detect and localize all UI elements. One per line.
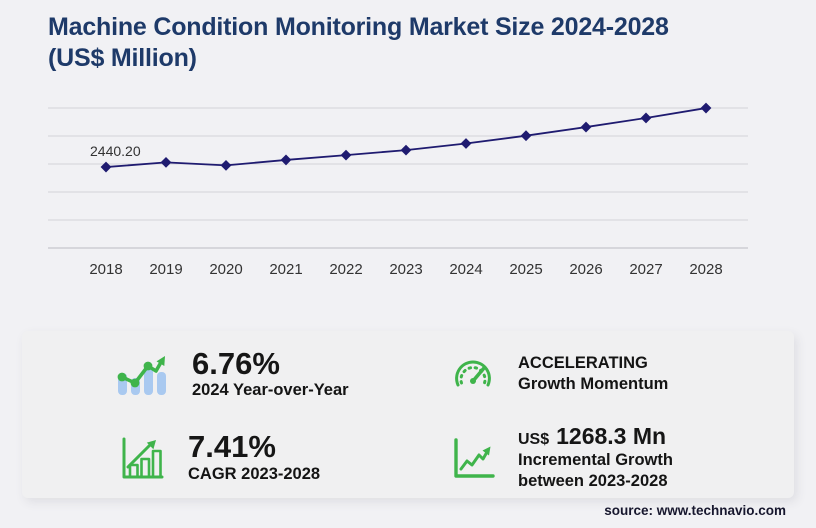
incremental-value-line: US$ 1268.3 Mn xyxy=(518,423,673,450)
data-point-marker xyxy=(400,144,412,156)
x-axis-label: 2018 xyxy=(89,261,122,278)
x-axis-label: 2020 xyxy=(209,261,242,278)
line-chart-svg: 2440.20 2018 2019 2020 2021 2022 2023 2024 2025 2… xyxy=(48,102,748,278)
stat-incremental-growth: US$ 1268.3 Mn Incremental Growth between… xyxy=(408,417,794,498)
currency-prefix: US$ xyxy=(518,430,550,448)
data-point-marker xyxy=(220,159,232,171)
stats-card: 6.76% 2024 Year-over-Year ACCELERATING G… xyxy=(22,331,794,498)
yoy-label: 2024 Year-over-Year xyxy=(192,381,349,400)
stat-growth-momentum: ACCELERATING Growth Momentum xyxy=(408,331,794,417)
data-point-marker xyxy=(160,157,172,168)
x-axis-label: 2026 xyxy=(569,261,602,278)
data-point-marker xyxy=(520,130,532,142)
x-axis-label: 2028 xyxy=(689,261,722,278)
x-axis-label: 2025 xyxy=(509,261,542,278)
first-point-value-label: 2440.20 xyxy=(90,143,141,159)
bar-chart-trend-icon xyxy=(117,356,166,395)
momentum-line1: ACCELERATING xyxy=(518,353,648,372)
x-axis-label: 2024 xyxy=(449,261,482,278)
stat-cagr: 7.41% CAGR 2023-2028 xyxy=(22,417,408,498)
x-axis-label: 2023 xyxy=(389,261,422,278)
trend-up-icon xyxy=(454,437,495,478)
x-axis-label: 2027 xyxy=(629,261,662,278)
stat-yoy-growth: 6.76% 2024 Year-over-Year xyxy=(22,331,408,417)
market-size-line-chart: 2440.20 2018 2019 2020 2021 2022 2023 2024 2025 2… xyxy=(48,98,748,288)
incremental-label-line2: between 2023-2028 xyxy=(518,472,668,490)
momentum-line2: Growth Momentum xyxy=(518,375,669,393)
data-point-marker xyxy=(640,112,652,124)
data-point-marker xyxy=(100,161,112,173)
cagr-label: CAGR 2023-2028 xyxy=(188,464,321,483)
incremental-label-line1: Incremental Growth xyxy=(518,450,673,469)
data-point-marker xyxy=(340,149,352,161)
x-axis-label: 2022 xyxy=(329,261,362,278)
data-point-marker xyxy=(580,121,592,133)
speedometer-icon xyxy=(455,360,491,387)
data-point-marker xyxy=(460,138,472,149)
incremental-value: 1268.3 Mn xyxy=(556,422,667,449)
chart-title: Machine Condition Monitoring Market Size… xyxy=(48,13,669,72)
source-text: source: www.technavio.com xyxy=(604,503,786,518)
trend-line xyxy=(105,107,707,168)
growth-chart-icon xyxy=(122,437,164,478)
x-axis-label: 2021 xyxy=(269,261,302,278)
x-axis-label: 2019 xyxy=(149,261,182,278)
cagr-value: 7.41% xyxy=(188,429,276,465)
data-point-marker xyxy=(700,102,712,114)
yoy-value: 6.76% xyxy=(192,345,280,381)
